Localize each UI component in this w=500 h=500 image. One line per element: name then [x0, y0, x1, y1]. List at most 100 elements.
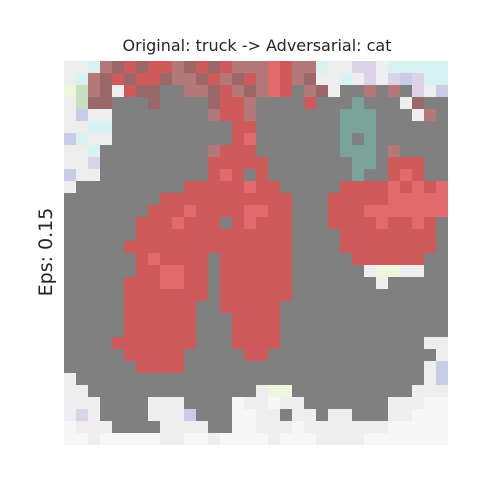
image-pixel	[424, 217, 436, 229]
image-pixel	[280, 145, 292, 157]
image-pixel	[340, 301, 352, 313]
image-pixel	[268, 421, 280, 433]
image-pixel	[292, 409, 304, 421]
image-pixel	[232, 121, 244, 133]
image-pixel	[208, 133, 220, 145]
image-pixel	[148, 409, 160, 421]
image-pixel	[76, 217, 88, 229]
image-pixel	[280, 325, 292, 337]
image-pixel	[172, 205, 184, 217]
image-pixel	[412, 133, 424, 145]
image-pixel	[208, 121, 220, 133]
image-pixel	[76, 133, 88, 145]
image-pixel	[136, 421, 148, 433]
image-pixel	[340, 169, 352, 181]
image-pixel	[208, 229, 220, 241]
image-pixel	[136, 289, 148, 301]
image-pixel	[160, 373, 172, 385]
image-pixel	[400, 409, 412, 421]
image-pixel	[64, 169, 76, 181]
image-pixel	[352, 121, 364, 133]
image-pixel	[328, 253, 340, 265]
image-pixel	[436, 265, 448, 277]
image-pixel	[220, 205, 232, 217]
image-pixel	[184, 409, 196, 421]
image-pixel	[64, 421, 76, 433]
image-pixel	[112, 301, 124, 313]
image-pixel	[424, 433, 436, 445]
image-pixel	[328, 229, 340, 241]
image-pixel	[364, 181, 376, 193]
image-pixel	[304, 73, 316, 85]
image-pixel	[160, 421, 172, 433]
image-pixel	[268, 121, 280, 133]
image-pixel	[124, 217, 136, 229]
image-pixel	[88, 397, 100, 409]
image-pixel	[76, 229, 88, 241]
image-pixel	[376, 205, 388, 217]
image-pixel	[328, 133, 340, 145]
image-pixel	[424, 181, 436, 193]
image-pixel	[376, 337, 388, 349]
image-pixel	[292, 145, 304, 157]
image-pixel	[316, 73, 328, 85]
image-pixel	[316, 193, 328, 205]
image-pixel	[316, 277, 328, 289]
image-pixel	[172, 277, 184, 289]
image-pixel	[196, 157, 208, 169]
image-pixel	[280, 181, 292, 193]
image-pixel	[88, 133, 100, 145]
image-pixel	[292, 325, 304, 337]
image-pixel	[64, 277, 76, 289]
image-pixel	[136, 241, 148, 253]
image-pixel	[148, 265, 160, 277]
image-pixel	[268, 85, 280, 97]
image-pixel	[184, 337, 196, 349]
image-pixel	[184, 433, 196, 445]
image-pixel	[400, 289, 412, 301]
image-pixel	[436, 277, 448, 289]
image-pixel	[124, 157, 136, 169]
image-pixel	[88, 205, 100, 217]
image-pixel	[268, 193, 280, 205]
image-pixel	[124, 97, 136, 109]
image-pixel	[328, 325, 340, 337]
image-pixel	[244, 313, 256, 325]
image-pixel	[148, 361, 160, 373]
image-pixel	[280, 229, 292, 241]
image-pixel	[280, 85, 292, 97]
image-pixel	[196, 337, 208, 349]
image-pixel	[64, 157, 76, 169]
image-pixel	[172, 169, 184, 181]
image-pixel	[292, 73, 304, 85]
image-pixel	[100, 253, 112, 265]
image-pixel	[364, 433, 376, 445]
image-pixel	[256, 253, 268, 265]
image-pixel	[184, 325, 196, 337]
image-pixel	[400, 241, 412, 253]
image-pixel	[268, 325, 280, 337]
image-pixel	[280, 253, 292, 265]
image-pixel	[64, 241, 76, 253]
image-pixel	[148, 85, 160, 97]
image-pixel	[244, 433, 256, 445]
image-pixel	[208, 73, 220, 85]
image-pixel	[424, 265, 436, 277]
image-pixel	[160, 193, 172, 205]
image-pixel	[136, 337, 148, 349]
image-pixel	[436, 97, 448, 109]
image-pixel	[232, 145, 244, 157]
image-pixel	[112, 289, 124, 301]
image-pixel	[244, 265, 256, 277]
image-pixel	[328, 85, 340, 97]
image-pixel	[220, 433, 232, 445]
image-pixel	[352, 217, 364, 229]
image-pixel	[196, 373, 208, 385]
image-pixel	[316, 301, 328, 313]
image-pixel	[76, 181, 88, 193]
image-pixel	[316, 325, 328, 337]
image-pixel	[436, 409, 448, 421]
image-pixel	[412, 289, 424, 301]
image-pixel	[292, 133, 304, 145]
image-pixel	[196, 349, 208, 361]
